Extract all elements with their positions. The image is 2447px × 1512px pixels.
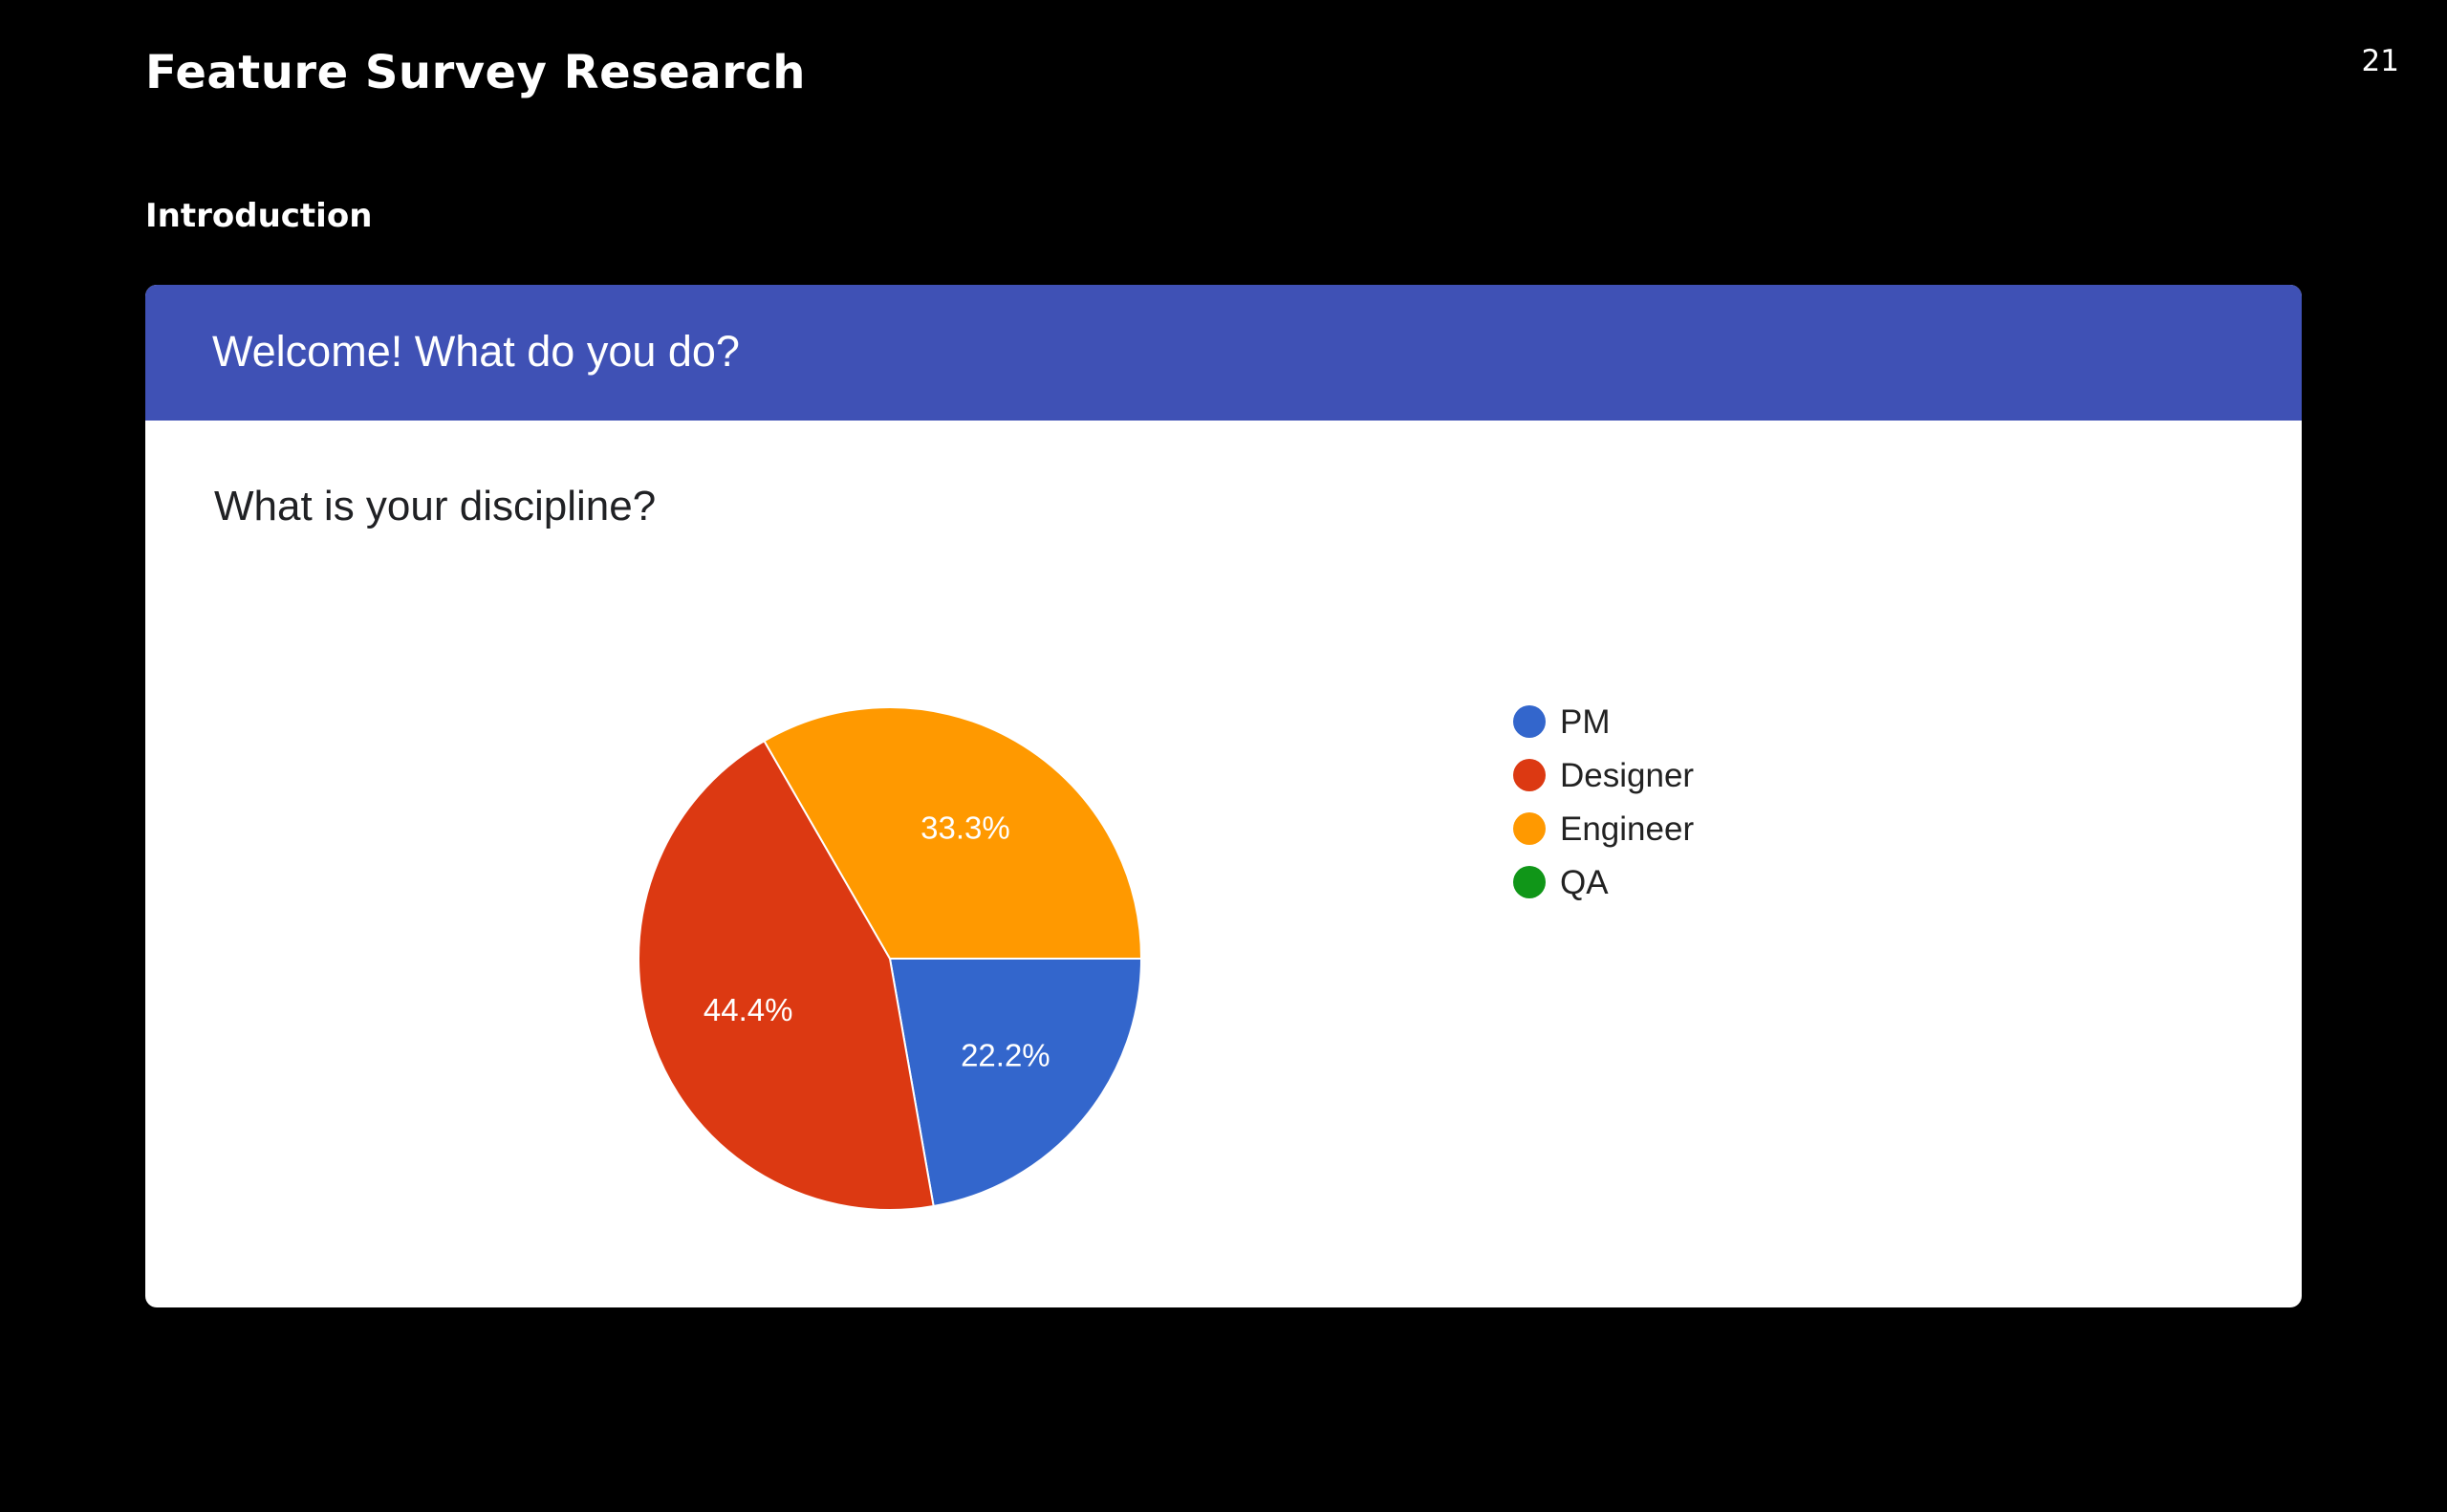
card-header-title: Welcome! What do you do?: [212, 327, 740, 376]
pie-slice-designer[interactable]: [638, 739, 935, 1211]
slice-label-engineer: 33.3%: [920, 810, 1010, 845]
section-label: Introduction: [145, 197, 373, 235]
slice-label-pm: 22.2%: [961, 1037, 1050, 1072]
slide-title: Feature Survey Research: [145, 46, 806, 99]
legend-label-pm[interactable]: PM: [1560, 703, 1611, 741]
legend-marker-pm: [1513, 705, 1546, 738]
legend-label-qa[interactable]: QA: [1560, 864, 1609, 901]
survey-card: Welcome! What do you do? What is your di…: [145, 285, 2302, 1307]
page-number: 21: [2361, 44, 2399, 78]
legend-marker-engineer: [1513, 812, 1546, 845]
legend-marker-qa: [1513, 866, 1546, 898]
pie-chart: 22.2% 44.4% 33.3% PM Designer Engineer QA: [638, 703, 1694, 1211]
pie-slice-pm[interactable]: [888, 958, 1143, 1208]
pie-slice-engineer[interactable]: [763, 706, 1143, 960]
legend-label-designer[interactable]: Designer: [1560, 757, 1694, 794]
legend-marker-designer: [1513, 759, 1546, 791]
legend-label-engineer[interactable]: Engineer: [1560, 810, 1694, 848]
card-header: Welcome! What do you do?: [145, 285, 2302, 421]
slice-label-designer: 44.4%: [704, 992, 793, 1027]
question-title: What is your discipline?: [214, 483, 657, 529]
